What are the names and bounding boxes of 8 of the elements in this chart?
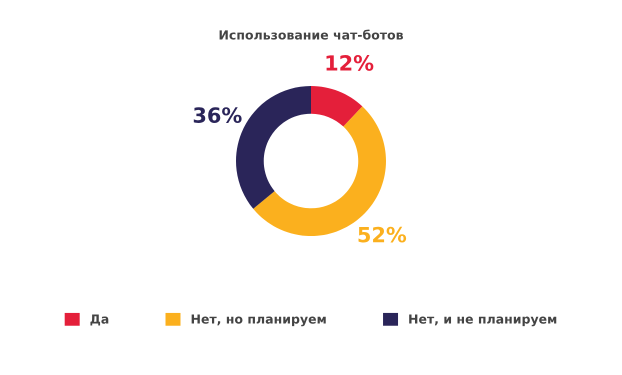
data-label: 12% xyxy=(326,55,374,71)
legend-label: Да xyxy=(90,314,108,326)
data-label: 52% xyxy=(358,226,406,242)
legend-label: Нет, и не планируем xyxy=(409,314,556,326)
donut-slice xyxy=(311,86,362,127)
data-label: 36% xyxy=(194,107,242,123)
chart-title: Использование чат-ботов xyxy=(220,30,403,40)
legend-label: Нет, но планируем xyxy=(192,314,326,326)
